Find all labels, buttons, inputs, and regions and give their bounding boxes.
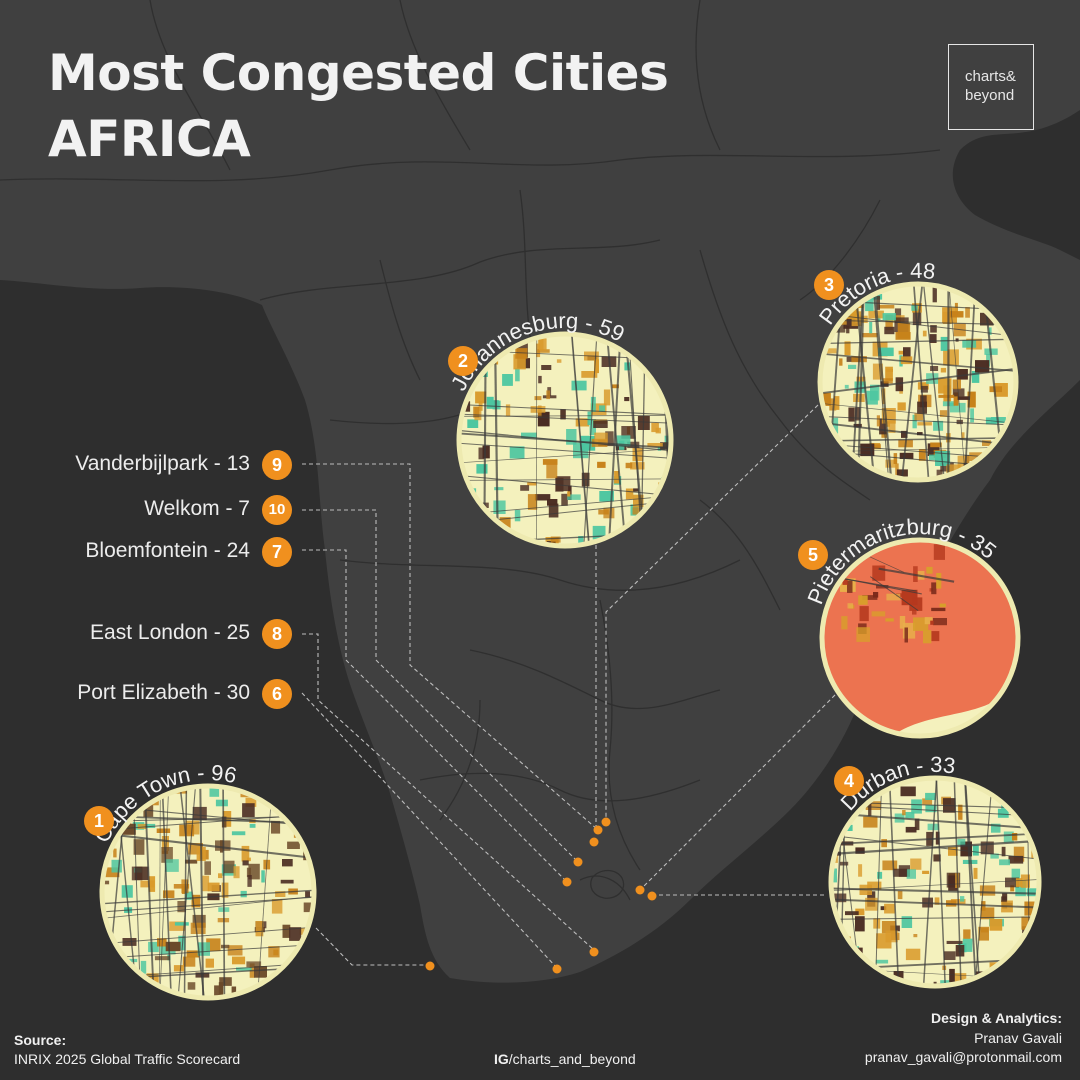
credits-email: pranav_gavali@protonmail.com bbox=[864, 1049, 1062, 1065]
charts-and-beyond-logo: charts& beyond bbox=[948, 44, 1034, 130]
rank-badge-bloemfontein: 7 bbox=[262, 537, 292, 567]
side-label-port-elizabeth: Port Elizabeth - 30 bbox=[77, 681, 250, 704]
rank-badge-vanderbijlpark: 9 bbox=[262, 450, 292, 480]
rank-badge-pietermaritzburg: 5 bbox=[798, 540, 828, 570]
city-map-durban bbox=[828, 775, 1042, 989]
source-text: INRIX 2025 Global Traffic Scorecard bbox=[14, 1051, 241, 1067]
title-line-2: AFRICA bbox=[48, 110, 251, 168]
rank-badge-welkom: 10 bbox=[262, 495, 292, 525]
credits-heading: Design & Analytics: bbox=[931, 1010, 1062, 1026]
side-label-vanderbijlpark: Vanderbijlpark - 13 bbox=[75, 452, 250, 475]
lesotho-outline bbox=[590, 869, 625, 899]
rank-badge-cape-town: 1 bbox=[84, 806, 114, 836]
social-prefix: IG bbox=[494, 1051, 509, 1067]
city-map-pietermaritzburg bbox=[819, 537, 1021, 739]
rank-badge-durban: 4 bbox=[834, 766, 864, 796]
rank-badge-port-elizabeth: 6 bbox=[262, 679, 292, 709]
leader-lines bbox=[301, 404, 841, 969]
rank-badge-east-london: 8 bbox=[262, 619, 292, 649]
side-label-east-london: East London - 25 bbox=[90, 621, 250, 644]
rank-badge-johannesburg: 2 bbox=[448, 346, 478, 376]
social-handle: IG/charts_and_beyond bbox=[494, 1051, 636, 1067]
source-heading: Source: bbox=[14, 1032, 67, 1048]
side-label-bloemfontein: Bloemfontein - 24 bbox=[85, 539, 250, 562]
logo-line-1: charts& bbox=[965, 68, 1016, 85]
logo-line-2: beyond bbox=[965, 87, 1015, 104]
credits-name: Pranav Gavali bbox=[974, 1030, 1062, 1046]
side-label-welkom: Welkom - 7 bbox=[144, 497, 250, 520]
city-dots bbox=[425, 817, 657, 974]
city-map-cape-town bbox=[99, 783, 317, 1001]
rank-badge-pretoria: 3 bbox=[814, 270, 844, 300]
social-handle-text: /charts_and_beyond bbox=[508, 1051, 636, 1067]
title-line-1: Most Congested Cities bbox=[48, 44, 669, 102]
